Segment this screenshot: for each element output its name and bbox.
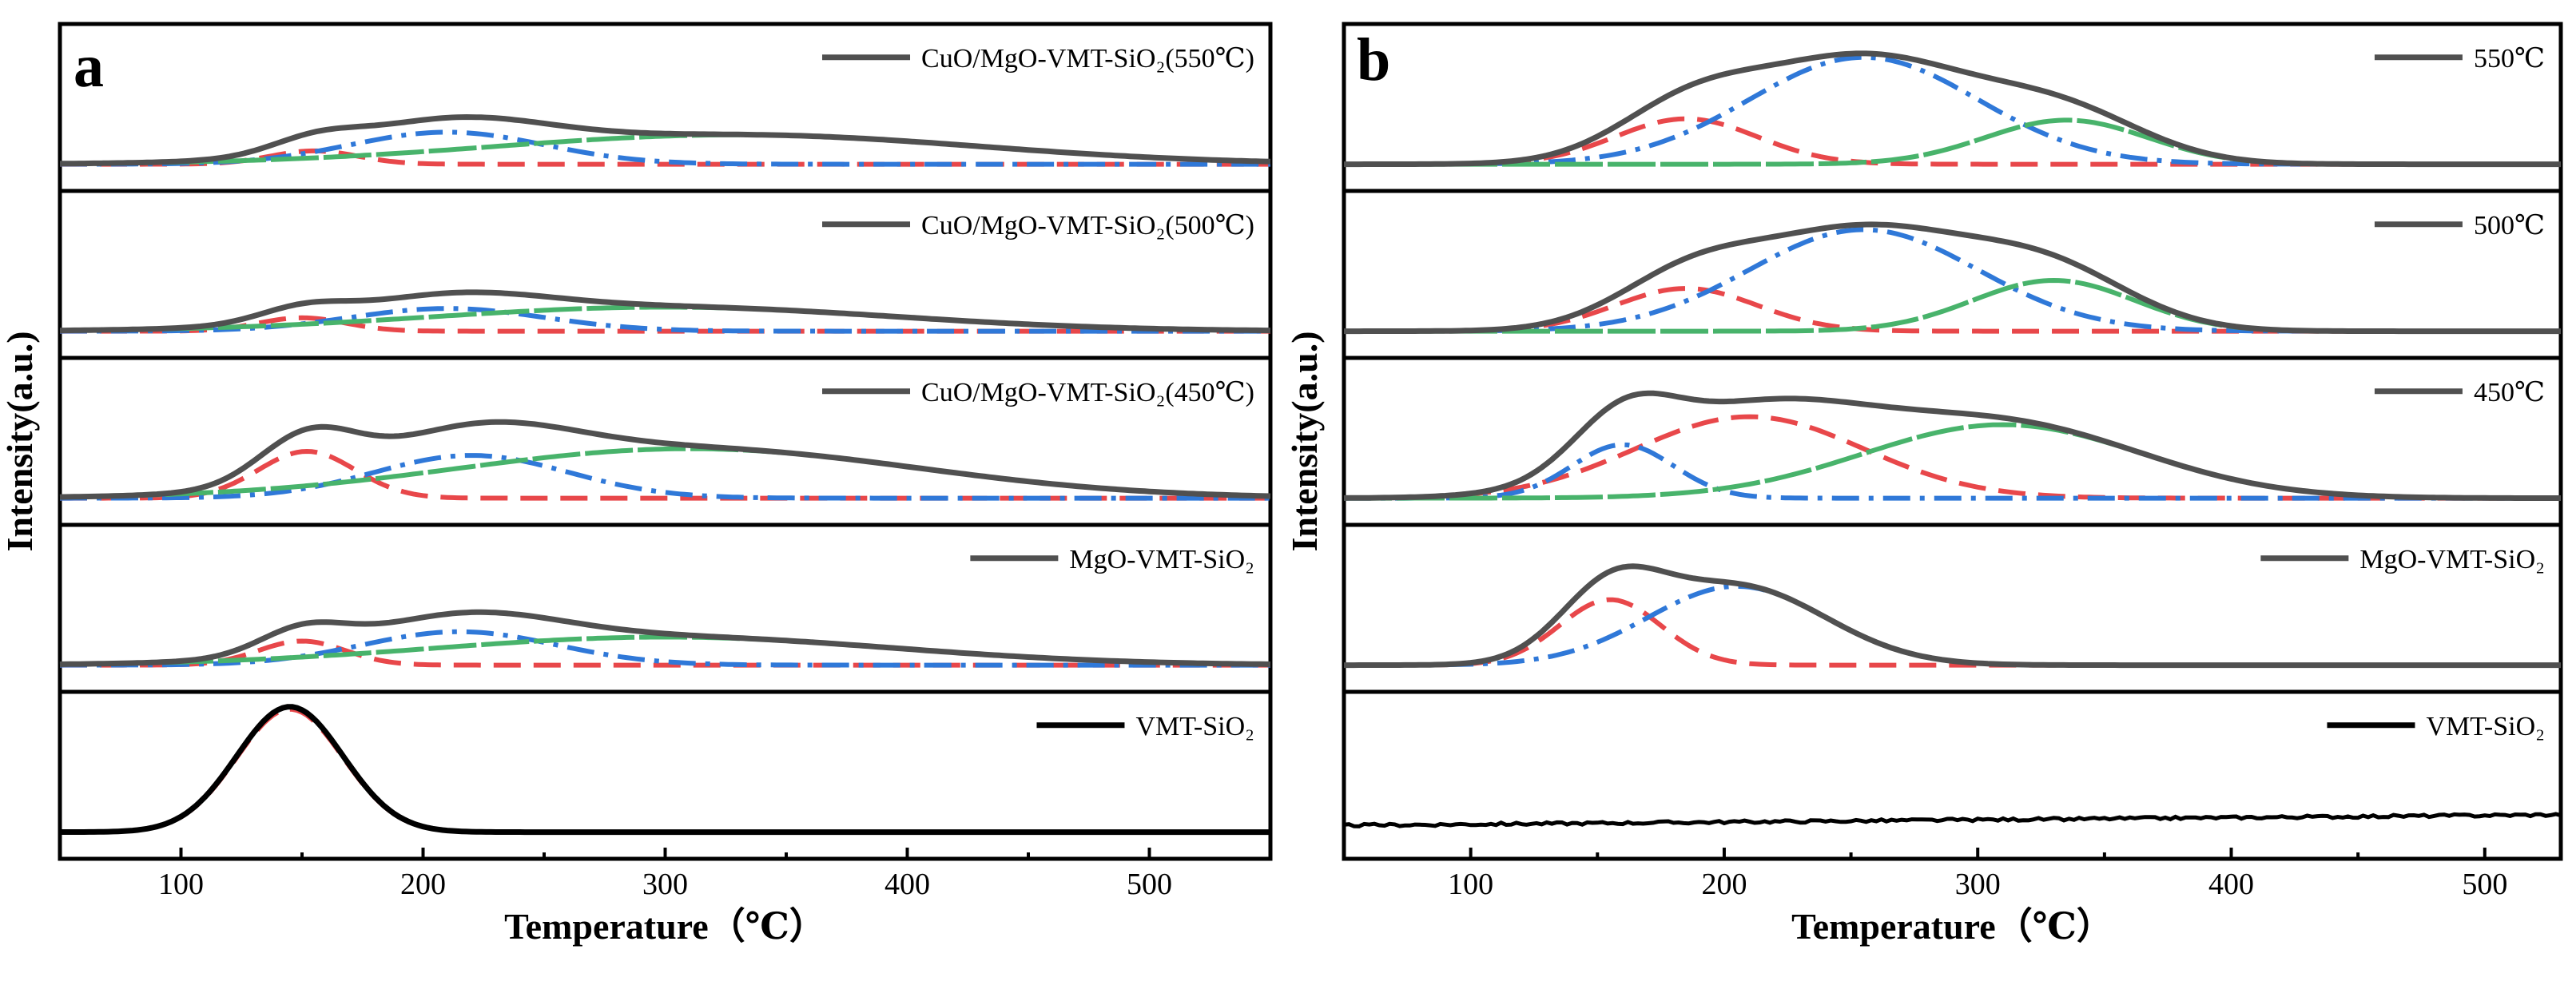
total-curve [1343, 390, 2561, 501]
y-axis-label: Intensity(a.u.) [0, 331, 40, 551]
fit-curve-red [60, 638, 1270, 668]
total-curve [59, 419, 1271, 500]
fit-curve-green [1344, 277, 2561, 334]
fit-curve-blue [1344, 54, 2561, 167]
legend-label: 450℃ [2474, 378, 2545, 407]
total-curve [1343, 812, 2562, 828]
sub-panel-5: VMT-SiO₂ [60, 689, 1270, 836]
legend-label: VMT-SiO₂ [2426, 712, 2545, 741]
x-tick-label: 100 [158, 868, 204, 901]
sub-panel-3: 450℃ [1343, 356, 2561, 501]
fit-curve-blue [1344, 227, 2561, 334]
x-tick-label: 300 [1955, 868, 2001, 901]
sub-panel-4: MgO-VMT-SiO₂ [59, 522, 1271, 668]
x-axis-label: Temperature（℃） [504, 906, 826, 947]
panel-letter: b [1357, 26, 1390, 93]
x-tick-label: 200 [400, 868, 446, 901]
x-tick-label: 500 [1127, 868, 1172, 901]
total-curve [60, 113, 1271, 167]
x-tick-label: 300 [642, 868, 688, 901]
y-axis-label: Intensity(a.u.) [1284, 331, 1325, 551]
total-curve [59, 609, 1271, 667]
fit-curve-blue [1344, 442, 2561, 501]
total-curve [1344, 50, 2561, 168]
panel-a: CuO/MgO-VMT-SiO₂(550℃) CuO/MgO-VMT-SiO₂(5… [0, 22, 1273, 947]
fit-curve-blue [59, 306, 1270, 334]
legend-label: MgO-VMT-SiO₂ [2359, 545, 2545, 574]
fit-curve-red [1344, 597, 2561, 668]
legend-label: CuO/MgO-VMT-SiO₂(500℃) [921, 211, 1254, 240]
legend-label: CuO/MgO-VMT-SiO₂(550℃) [921, 44, 1254, 73]
plot-frame [1342, 22, 2563, 861]
fit-curve-red [60, 448, 1270, 501]
sub-panel-1: 550℃ [1344, 44, 2561, 168]
legend-label: MgO-VMT-SiO₂ [1069, 545, 1254, 574]
x-tick-label: 500 [2462, 868, 2507, 901]
legend-label: VMT-SiO₂ [1135, 712, 1254, 741]
panel-letter: a [74, 33, 104, 100]
x-tick-label: 400 [885, 868, 930, 901]
sub-panel-2: 500℃ [1344, 189, 2561, 335]
sub-panel-5: VMT-SiO₂ [1343, 689, 2562, 828]
legend-label: 550℃ [2474, 44, 2545, 73]
x-axis-label: Temperature（℃） [1791, 906, 2113, 947]
total-curve [1344, 563, 2561, 669]
legend-label: 500℃ [2474, 211, 2545, 240]
x-tick-label: 200 [1701, 868, 1747, 901]
total-curve [60, 289, 1270, 334]
sub-panel-4: MgO-VMT-SiO₂ [1344, 522, 2561, 669]
total-curve [1344, 221, 2561, 335]
total-curve [60, 704, 1270, 836]
x-tick-label: 400 [2208, 868, 2254, 901]
sub-panel-1: CuO/MgO-VMT-SiO₂(550℃) [60, 44, 1271, 167]
sub-panel-2: CuO/MgO-VMT-SiO₂(500℃) [59, 189, 1270, 334]
fit-curve-blue [1344, 584, 2561, 668]
panel-b: 550℃ 500℃ 450℃ MgO-VMT-SiO₂ VMT-SiO₂ 100 200 30… [1284, 22, 2563, 947]
sub-panel-3: CuO/MgO-VMT-SiO₂(450℃) [59, 356, 1271, 501]
legend-label: CuO/MgO-VMT-SiO₂(450℃) [921, 378, 1254, 407]
x-tick-label: 100 [1448, 868, 1493, 901]
fit-curve-green [60, 132, 1271, 166]
